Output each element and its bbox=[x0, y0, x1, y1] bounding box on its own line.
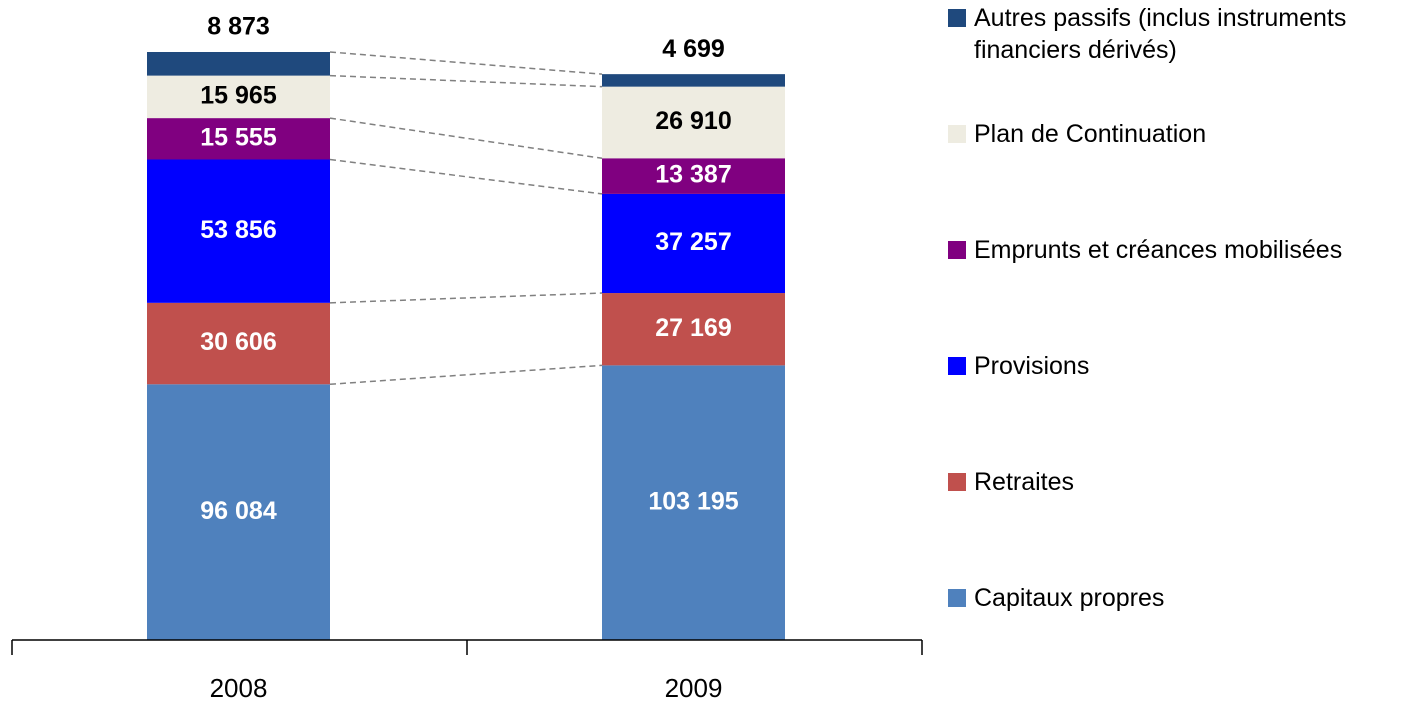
legend-swatch bbox=[948, 125, 966, 143]
connector bbox=[329, 74, 603, 88]
value-label: 13 387 bbox=[655, 161, 731, 189]
value-label: 15 965 bbox=[200, 81, 277, 109]
bar-segment bbox=[602, 193, 785, 294]
bar-segment bbox=[147, 75, 330, 119]
connector bbox=[329, 51, 603, 75]
value-label: 53 856 bbox=[200, 216, 276, 244]
value-label: 103 195 bbox=[648, 487, 738, 515]
legend-label: Retraites bbox=[974, 468, 1075, 496]
legend-item: Plan de Continuation bbox=[948, 118, 1427, 150]
bar-segment bbox=[602, 86, 785, 159]
bar-segment bbox=[602, 74, 785, 87]
legend-label: Emprunts et créances mobilisées bbox=[974, 236, 1343, 264]
x-tick-label: 2009 bbox=[665, 673, 723, 703]
value-label: 27 169 bbox=[655, 314, 731, 342]
value-label: 30 606 bbox=[200, 328, 276, 356]
legend-item: Retraites bbox=[948, 466, 1427, 498]
legend-item: Autres passifs (inclus instruments finan… bbox=[948, 2, 1427, 66]
legend-swatch bbox=[948, 357, 966, 375]
value-label: 96 084 bbox=[200, 497, 277, 525]
bar-segment bbox=[147, 384, 330, 640]
connector bbox=[329, 158, 603, 195]
bar-segment bbox=[147, 118, 330, 160]
legend-label: Autres passifs (inclus instruments finan… bbox=[974, 4, 1347, 64]
value-label: 4 699 bbox=[662, 35, 725, 63]
value-label: 15 555 bbox=[200, 123, 277, 151]
x-tick-label: 2008 bbox=[210, 673, 268, 703]
bar-segment bbox=[147, 159, 330, 303]
legend-label: Plan de Continuation bbox=[974, 120, 1207, 148]
legend-item: Capitaux propres bbox=[948, 582, 1427, 614]
legend-swatch bbox=[948, 589, 966, 607]
bar-segment bbox=[602, 158, 785, 194]
connector bbox=[329, 117, 603, 160]
bar-segment bbox=[147, 302, 330, 385]
connector bbox=[329, 292, 603, 304]
legend-swatch bbox=[948, 473, 966, 491]
bar-segment bbox=[602, 293, 785, 366]
legend-item: Provisions bbox=[948, 350, 1427, 382]
legend-label: Provisions bbox=[974, 352, 1090, 380]
connector bbox=[329, 364, 603, 386]
legend-swatch bbox=[948, 241, 966, 259]
value-label: 26 910 bbox=[655, 107, 731, 135]
legend-item: Emprunts et créances mobilisées bbox=[948, 234, 1427, 266]
value-label: 8 873 bbox=[207, 13, 270, 41]
bar-segment bbox=[147, 52, 330, 76]
value-label: 37 257 bbox=[655, 228, 731, 256]
legend-label: Capitaux propres bbox=[974, 584, 1165, 612]
bar-segment bbox=[602, 365, 785, 640]
legend-swatch bbox=[948, 9, 966, 27]
